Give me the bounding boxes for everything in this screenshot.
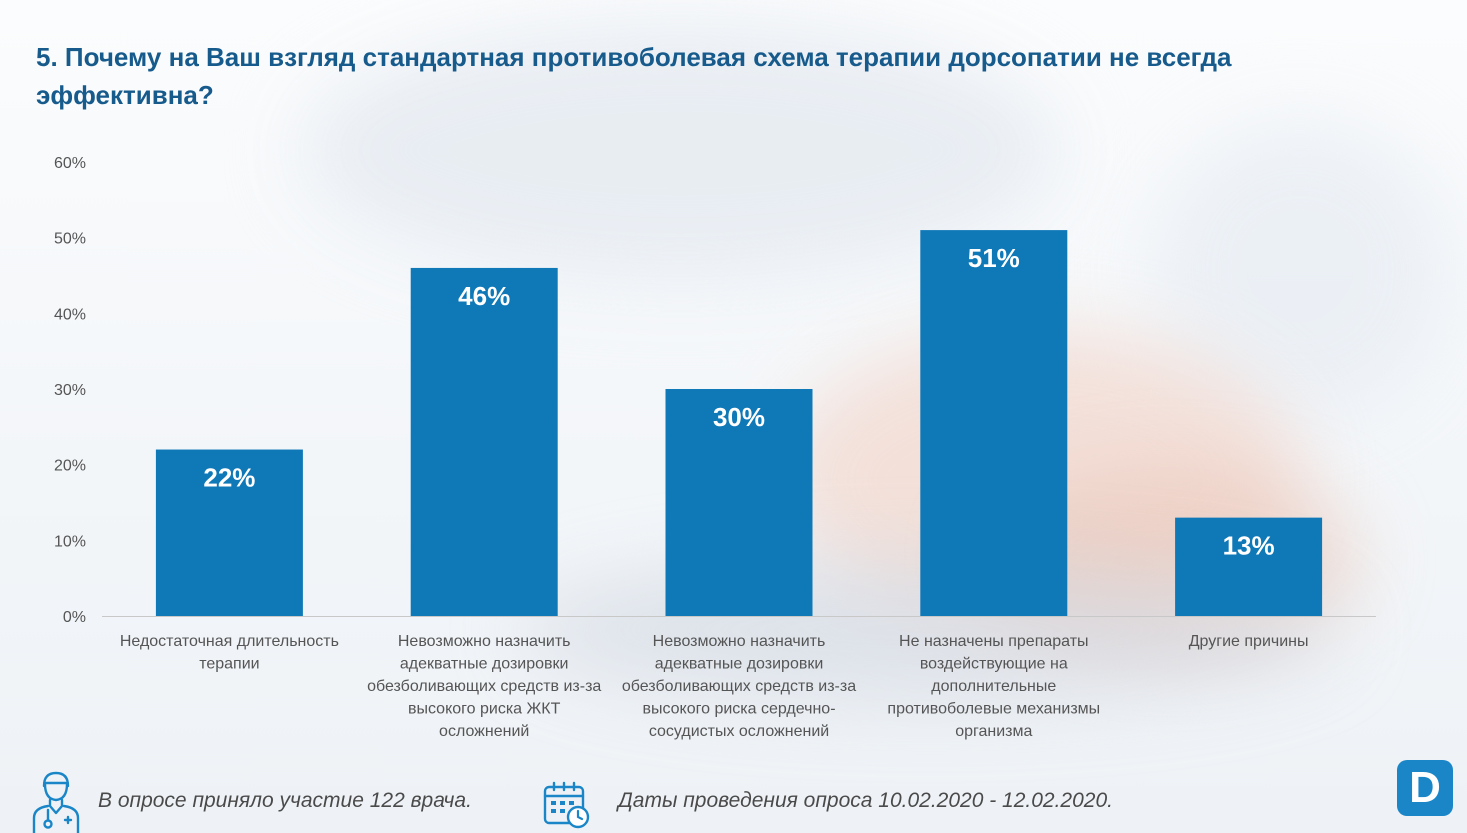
x-tick-label: Недостаточная длительность терапии bbox=[120, 633, 339, 673]
bar bbox=[1175, 517, 1323, 616]
data-label: 51% bbox=[968, 243, 1020, 273]
y-tick-label: 20% bbox=[54, 458, 86, 475]
x-tick-label: Невозможно назначить адекватные дозировки… bbox=[367, 633, 601, 740]
doctor-icon bbox=[32, 771, 80, 833]
data-label: 46% bbox=[458, 281, 510, 311]
bar bbox=[920, 230, 1068, 616]
y-tick-label: 60% bbox=[54, 155, 86, 172]
y-tick-label: 30% bbox=[54, 382, 86, 399]
x-tick-label: Не назначены препараты воздействующие на д… bbox=[887, 633, 1100, 740]
y-tick-label: 0% bbox=[63, 609, 86, 626]
x-tick-label: Невозможно назначить адекватные дозировки… bbox=[622, 633, 856, 740]
data-label: 13% bbox=[1223, 531, 1275, 561]
bar bbox=[410, 267, 558, 616]
y-tick-label: 40% bbox=[54, 306, 86, 323]
logo: D bbox=[1397, 760, 1453, 816]
category-labels: Недостаточная длительность терапии Невозмо… bbox=[120, 633, 1309, 740]
participants-text: В опросе приняло участие 122 врача. bbox=[98, 789, 472, 812]
y-axis: 0% 10% 20% 30% 40% 50% 60% bbox=[54, 155, 86, 626]
y-tick-label: 10% bbox=[54, 533, 86, 550]
page-title: 5. Почему на Ваш взгляд стандартная прот… bbox=[36, 42, 1232, 110]
bar bbox=[155, 449, 303, 616]
data-label: 22% bbox=[203, 463, 255, 493]
bars bbox=[155, 230, 1323, 616]
calendar-clock-icon bbox=[543, 781, 590, 829]
bar-chart: 0% 10% 20% 30% 40% 50% 60% 22% 46% 30% 51% 13% Нед… bbox=[54, 155, 1376, 740]
bar bbox=[665, 389, 813, 616]
x-tick-label: Другие причины bbox=[1189, 633, 1309, 650]
y-tick-label: 50% bbox=[54, 231, 86, 248]
value-labels: 22% 46% 30% 51% 13% bbox=[203, 243, 1274, 561]
survey-dates-text: Даты проведения опроса 10.02.2020 - 12.0… bbox=[618, 789, 1113, 812]
data-label: 30% bbox=[713, 402, 765, 432]
